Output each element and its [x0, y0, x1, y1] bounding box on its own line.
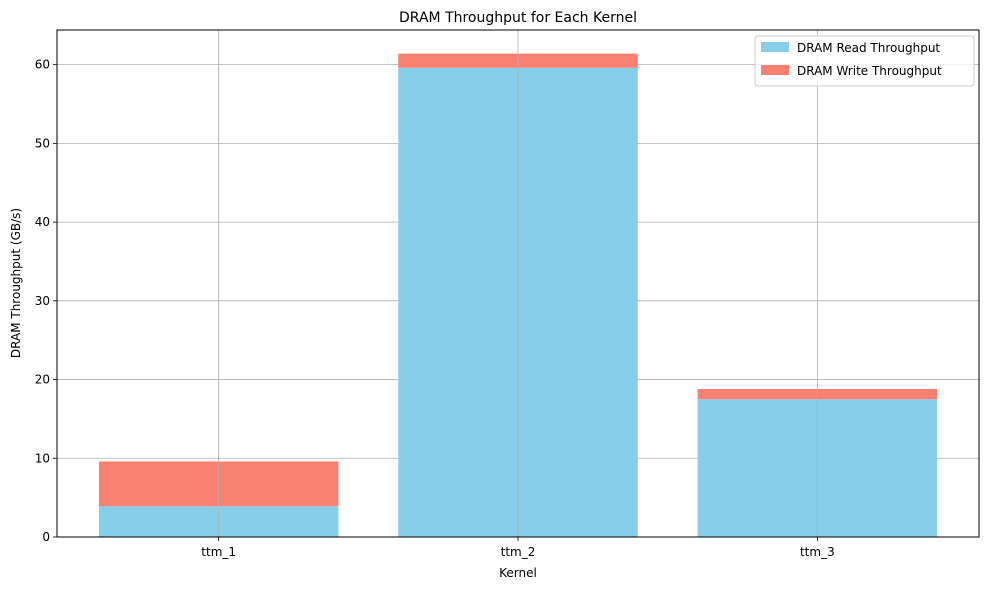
x-tick-label: ttm_2 [501, 545, 536, 559]
y-tick-label: 0 [42, 530, 50, 544]
legend-label-write: DRAM Write Throughput [797, 64, 942, 78]
x-axis-ticks: ttm_1 ttm_2 ttm_3 [201, 537, 835, 559]
vertical-grid-lines [218, 30, 818, 537]
x-tick-label: ttm_3 [800, 545, 835, 559]
y-tick-label: 10 [35, 451, 50, 465]
legend: DRAM Read Throughput DRAM Write Throughp… [754, 35, 975, 87]
y-tick-label: 30 [35, 294, 50, 308]
legend-swatch-read [761, 42, 789, 52]
y-tick-label: 20 [35, 373, 50, 387]
chart-title: DRAM Throughput for Each Kernel [399, 10, 637, 26]
legend-label-read: DRAM Read Throughput [797, 41, 940, 55]
y-tick-label: 50 [35, 136, 50, 150]
x-tick-label: ttm_1 [201, 545, 236, 559]
y-tick-label: 40 [35, 215, 50, 229]
legend-box [754, 35, 975, 87]
x-axis-label: Kernel [499, 566, 537, 580]
legend-swatch-write [761, 65, 789, 75]
y-axis-label: DRAM Throughput (GB/s) [9, 208, 23, 358]
y-tick-label: 60 [35, 58, 50, 72]
y-axis-ticks: 0 10 20 30 40 50 60 [35, 58, 57, 544]
